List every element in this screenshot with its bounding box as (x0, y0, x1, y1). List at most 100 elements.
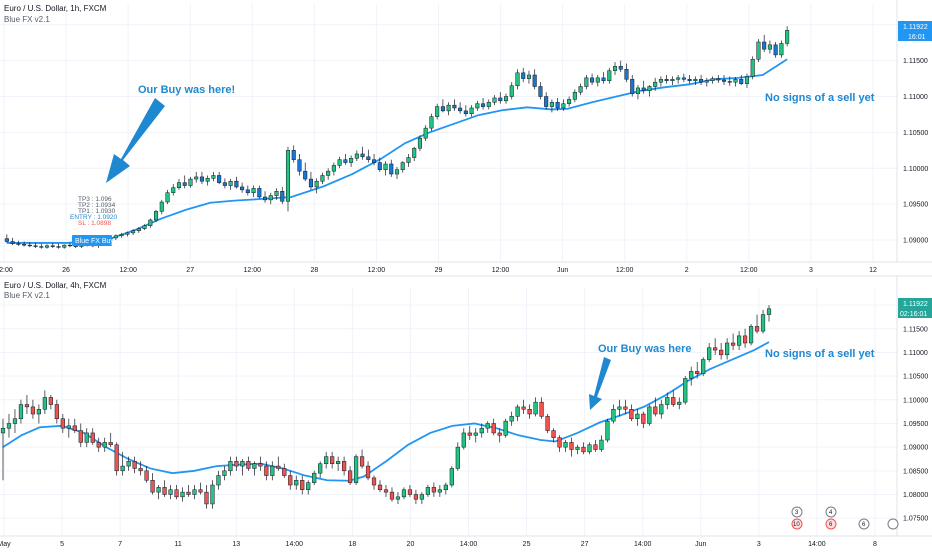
x-tick-label: 18 (348, 541, 356, 548)
candle-body (78, 430, 83, 443)
candle-body (725, 342, 730, 356)
candle-body (48, 397, 53, 405)
candle (96, 437, 101, 452)
candle-body (713, 347, 718, 351)
candle (607, 67, 612, 84)
candle-body (641, 413, 646, 424)
candle-body (90, 432, 95, 443)
candle (635, 409, 640, 426)
candle (245, 185, 250, 196)
candle-body (119, 234, 124, 237)
x-tick-label: 7 (118, 541, 122, 548)
candle (84, 428, 89, 448)
candle-body (544, 96, 549, 107)
annotation-buy: Our Buy was here (598, 343, 692, 355)
candle-body (4, 238, 9, 242)
candle-body (653, 406, 658, 415)
blue-fx-trend-line (6, 58, 788, 244)
candle (56, 243, 61, 249)
candle (653, 397, 658, 417)
candle (710, 76, 715, 84)
candle-body (624, 69, 629, 80)
candle (461, 428, 466, 450)
event-markers[interactable]: 3 4 10 6 6 (791, 506, 899, 530)
candle (683, 376, 688, 405)
candle-body (198, 489, 203, 493)
candle (162, 480, 167, 497)
candle (425, 485, 430, 497)
candle (54, 399, 59, 424)
candle (676, 75, 681, 84)
candle (481, 97, 486, 110)
candle-body (306, 482, 311, 491)
candle-body (222, 470, 227, 476)
x-tick-label: 14:00 (460, 541, 478, 548)
event-flag-icon[interactable] (791, 506, 803, 518)
candle-body (730, 342, 736, 346)
candle (222, 466, 227, 481)
candle (497, 428, 502, 443)
time-axis: May 5 7 11 13 14:00 18 20 14:00 25 27 14:00 Jun 3 14:0… (0, 541, 877, 548)
annotation-no-sell: No signs of a sell yet (765, 348, 875, 360)
candle (485, 421, 490, 433)
event-flag-icon[interactable] (887, 518, 899, 530)
candle-body (186, 491, 191, 495)
x-tick-label: 14:00 (808, 541, 826, 548)
candle (641, 411, 646, 429)
candle-body (162, 487, 167, 495)
candle-body (578, 86, 583, 93)
countdown-badge (898, 308, 932, 318)
candle (479, 423, 484, 438)
candle (744, 73, 749, 88)
x-tick-label: 3 (757, 541, 761, 548)
candle-body (767, 44, 772, 50)
candle-body (389, 163, 394, 175)
candle-body (343, 159, 348, 163)
candle-body (664, 79, 669, 81)
candle (412, 146, 417, 162)
candle (509, 411, 514, 426)
candle (389, 487, 395, 502)
candle-body (635, 87, 640, 94)
event-flag-icon[interactable] (825, 518, 837, 530)
event-count: 4 (829, 510, 833, 516)
chart-panel-4h: 1.120001.115001.110001.105001.100001.095… (0, 275, 932, 548)
candle-body (188, 178, 193, 186)
candle (419, 492, 425, 504)
candle-body (677, 401, 682, 405)
candle-body (324, 456, 329, 464)
candle (285, 146, 291, 212)
candle-body (590, 77, 595, 83)
candle-body (526, 74, 531, 79)
event-flag-icon[interactable] (791, 518, 803, 530)
sl-label: SL : 1.0898 (78, 220, 111, 227)
candle-body (423, 127, 428, 139)
candle (486, 99, 491, 110)
candle-body (701, 359, 706, 375)
candle (198, 482, 203, 495)
candle-body (205, 178, 210, 182)
candle (120, 451, 125, 476)
candle-body (246, 461, 251, 469)
candle-body (125, 232, 130, 235)
y-tick-label: 1.09000 (903, 238, 928, 245)
candle (216, 470, 221, 490)
candle (365, 461, 371, 481)
candle (377, 480, 383, 493)
annotation-no-sell: No signs of a sell yet (765, 92, 875, 104)
candle (695, 361, 700, 379)
candle (578, 83, 583, 96)
candle (572, 89, 577, 103)
candle-body (486, 102, 491, 107)
candle-body (630, 79, 635, 94)
event-flag-icon[interactable] (825, 506, 837, 518)
candle-body (719, 349, 724, 356)
candle (498, 92, 503, 104)
tp3-label: TP3 : 1.096 (78, 196, 112, 203)
candle-body (176, 182, 182, 188)
event-flag-icon[interactable] (858, 518, 870, 530)
y-tick-label: 1.11500 (903, 326, 928, 333)
candle (90, 428, 95, 445)
candle (264, 461, 269, 481)
